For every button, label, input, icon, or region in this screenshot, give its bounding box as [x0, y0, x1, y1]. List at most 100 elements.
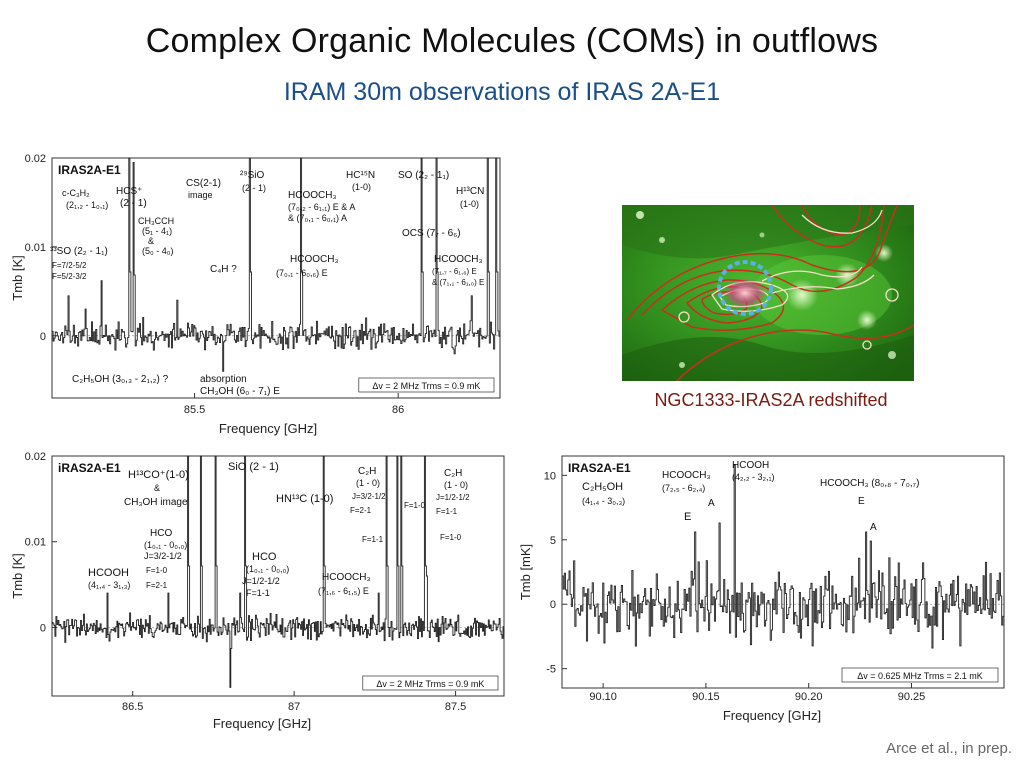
x-tick-label: 90.10 [589, 691, 617, 703]
x-axis-label: Frequency [GHz] [723, 708, 821, 723]
citation: Arce et al., in prep. [886, 740, 1012, 757]
resolution-note: Δv = 2 MHz Trms = 0.9 mK [358, 377, 495, 393]
panel-label: IRAS2A-E1 [58, 163, 121, 177]
plot-frame [51, 157, 501, 399]
x-tick-label: 90.15 [692, 691, 720, 703]
line-label: (7₁,₇ - 6₁,₆) E [432, 267, 477, 276]
line-label: A [870, 522, 877, 533]
line-label: ³³SO (2₂ - 1₁) [50, 246, 108, 257]
line-label: (2 - 1) [120, 198, 147, 209]
resolution-note: Δv = 0.625 MHz Trms = 2.1 mK [841, 667, 999, 683]
beam-circle [717, 260, 773, 316]
line-label: E [858, 496, 865, 507]
line-label: F=2-1 [146, 581, 168, 590]
line-label: (2₁,₂ - 1₀,₁) [66, 200, 108, 210]
line-label: CS(2-1) [186, 178, 221, 189]
line-label: CH₃OH (6₀ - 7₁) E [200, 386, 280, 397]
line-label: C₂H₅OH [582, 481, 623, 493]
line-label: F=1-1 [436, 507, 458, 516]
x-tick-label: 90.25 [898, 691, 926, 703]
x-axis-label: Frequency [GHz] [213, 716, 311, 731]
line-label: HC¹⁵N [346, 170, 375, 181]
line-label: F=1-1 [362, 535, 384, 544]
line-label: C₂H₅OH (3₀,₃ - 2₁,₂) ? [72, 374, 169, 385]
panel-label: iRAS2A-E1 [58, 461, 121, 475]
y-tick-label: -5 [546, 664, 556, 676]
line-label: C₄H ? [210, 264, 237, 275]
line-label: CH₃CCH [138, 216, 174, 226]
line-label: HCOOCH₃ [288, 190, 337, 201]
spectrum-3-svg: -5 0 5 10 90.10 90.15 90.20 90.25 Frequency [GHz… [518, 455, 1005, 723]
line-label: F=1-1 [246, 588, 270, 598]
spectrum-trace [562, 464, 1005, 649]
spectrum-panel-3: -5 0 5 10 90.10 90.15 90.20 90.25 Frequency [GHz… [512, 448, 1012, 738]
line-label: A [708, 498, 715, 509]
y-axis-label: Tmb [mK] [518, 544, 533, 600]
line-label: HCOOCH₃ [434, 254, 483, 265]
y-tick-label: 0.02 [25, 451, 46, 463]
outflow-image [622, 204, 915, 382]
line-label: (7₀,₁ - 6₀,₆) E [276, 268, 328, 278]
line-label: F=2-1 [350, 506, 372, 515]
line-label: HCOOCH₃ (8₀,₈ - 7₀,₇) [820, 478, 919, 489]
line-label: (2 - 1) [242, 183, 266, 193]
line-label: (1 - 0) [444, 480, 468, 490]
spectrum-1-svg: 0 0.01 0.02 85.5 86 Frequency [GHz] Tmb [K] IRA… [10, 153, 501, 436]
resolution-note-text: Δv = 0.625 MHz Trms = 2.1 mK [857, 671, 983, 681]
y-tick-label: 0.01 [25, 537, 46, 549]
line-label: CH₃OH image [124, 497, 188, 508]
line-label: c-C₃H₂ [62, 188, 90, 198]
line-label: HCOOCH₃ [322, 572, 371, 583]
x-tick-label: 87 [288, 701, 300, 713]
line-label: (4₁,₄ - 3₁,₃) [88, 580, 130, 590]
y-tick-label: 0 [40, 331, 46, 343]
line-label: (5₀ - 4₀) [142, 246, 173, 256]
line-label: & [154, 483, 160, 493]
line-label: J=3/2-1/2 [144, 551, 182, 561]
line-label: HCO [252, 551, 277, 563]
line-label: (1-0) [352, 182, 371, 192]
line-label: F=1-0 [404, 501, 426, 510]
x-axis-label: Frequency [GHz] [219, 421, 317, 436]
line-label: (7₂,₅ - 6₂,₄) [662, 483, 705, 493]
y-tick-label: 0.02 [25, 153, 46, 165]
line-label: & (7₁,₁ - 6₁,₀) E [432, 278, 484, 287]
line-label: C₂H [358, 466, 376, 477]
line-label: image [188, 190, 213, 200]
line-label: SO (2₂ - 1₁) [398, 170, 449, 181]
line-label: F=5/2-3/2 [52, 272, 87, 281]
line-label: (7₀,₂ - 6₁,₁) E & A [288, 202, 355, 212]
spectrum-trace [52, 455, 505, 688]
line-label: J=3/2-1/2 [352, 492, 386, 501]
line-label: (4₂,₂ - 3₂,₁) [732, 472, 775, 482]
resolution-note: Δv = 2 MHz Trms = 0.9 mK [362, 675, 499, 691]
panel-label: IRAS2A-E1 [568, 461, 631, 475]
line-label: absorption [200, 374, 247, 385]
plot-frame [561, 455, 1005, 689]
slide-subtitle: IRAM 30m observations of IRAS 2A-E1 [283, 78, 721, 106]
image-caption: NGC1333-IRAS2A redshifted [654, 390, 888, 410]
x-tick-label: 87.5 [445, 701, 466, 713]
line-label: SiO (2 - 1) [228, 461, 279, 473]
outflow-contour-map [622, 204, 915, 382]
line-label: H¹³CO⁺(1-0) [128, 469, 189, 481]
spectrum-panel-2: 0 0.01 0.02 86.5 87 87.5 Frequency [GHz] Tmb [K… [0, 448, 520, 738]
line-label: (1₀,₁ - 0₀,₀) [144, 540, 187, 550]
line-label: J=1/2-1/2 [436, 493, 470, 502]
line-label: HCS⁺ [116, 186, 142, 197]
line-label: OCS (7₇ - 6₆) [402, 228, 461, 239]
y-axis-label: Tmb [K] [10, 553, 25, 599]
line-label: HCOOCH₃ [662, 470, 711, 481]
line-label: (1 - 0) [356, 478, 380, 488]
red-contours [626, 204, 915, 382]
x-tick-label: 85.5 [184, 404, 205, 416]
x-tick-label: 90.20 [795, 691, 823, 703]
line-label: (7₁,₆ - 6₁,₅) E [318, 586, 369, 596]
line-label: J=1/2-1/2 [242, 576, 280, 586]
resolution-note-text: Δv = 2 MHz Trms = 0.9 mK [372, 381, 480, 391]
line-label: E [684, 511, 691, 523]
plot-frame [51, 455, 505, 697]
x-tick-label: 86.5 [122, 701, 143, 713]
line-label: & [148, 236, 154, 246]
spectrum-panel-1: 0 0.01 0.02 85.5 86 Frequency [GHz] Tmb [K] IRA… [0, 150, 520, 440]
